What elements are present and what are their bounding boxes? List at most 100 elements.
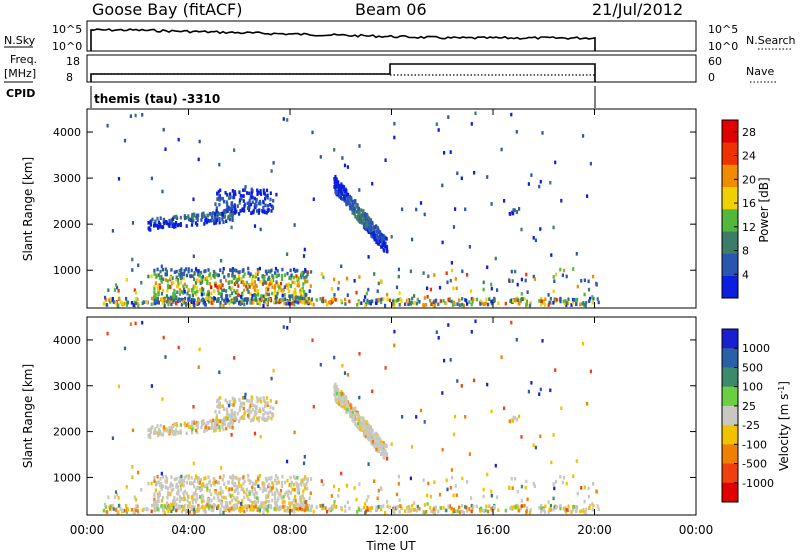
power-cell (490, 282, 493, 287)
power-cell (263, 280, 267, 284)
velocity-cell (441, 447, 444, 452)
power-cell (156, 287, 160, 292)
velocity-cell (251, 501, 254, 505)
velocity-cell (379, 437, 382, 442)
velocity-cell (255, 481, 258, 486)
power-cell (224, 211, 227, 215)
power-cell (595, 282, 598, 287)
velocity-cell (233, 503, 236, 508)
power-cell (274, 266, 278, 271)
power-cell (211, 298, 214, 303)
velocity-cell (360, 415, 363, 420)
velocity-cell (385, 453, 389, 457)
cpid-label: CPID (6, 87, 35, 100)
power-cell (510, 269, 513, 274)
velocity-cell (329, 506, 332, 511)
velocity-cell (164, 504, 167, 509)
power-cell (552, 225, 555, 230)
power-cell (585, 300, 588, 305)
velocity-cell (595, 490, 598, 494)
power-cell (487, 302, 490, 307)
power-cell (129, 114, 132, 118)
velocity-cell (344, 509, 347, 513)
power-cell (199, 281, 202, 285)
velocity-cell (589, 503, 592, 508)
power-cell (170, 268, 173, 272)
power-cell (342, 194, 346, 199)
power-cell (357, 214, 360, 219)
beam-title: Beam 06 (355, 0, 427, 19)
power-cell (270, 268, 273, 273)
velocity-cell (304, 475, 307, 479)
velocity-cell (200, 483, 203, 487)
power-cell (134, 113, 137, 118)
velocity-cell (211, 505, 214, 510)
power-cell (456, 302, 459, 306)
power-cell (300, 275, 303, 280)
velocity-cell (293, 475, 296, 479)
velocity-cell (582, 341, 585, 346)
power-cell (239, 194, 242, 198)
velocity-cell (265, 507, 268, 512)
power-cell (364, 295, 367, 299)
velocity-cell (202, 508, 205, 512)
power-cell (494, 256, 497, 261)
power-cell (203, 300, 206, 305)
power-cell (150, 176, 153, 181)
velocity-cell (160, 504, 163, 508)
velocity-cell (203, 476, 206, 481)
power-cell (233, 190, 236, 194)
power-cell (226, 193, 229, 197)
velocity-cell (253, 431, 257, 436)
velocity-cell (322, 482, 325, 487)
power-cell (178, 292, 182, 296)
power-cell (280, 288, 283, 293)
power-ytick-tick-label: 1000 (53, 264, 81, 277)
velocity-cell (364, 420, 368, 425)
velocity-cell (275, 400, 278, 404)
power-cell (246, 201, 249, 206)
power-cell (185, 216, 188, 220)
power-cell (297, 283, 300, 288)
velocity-cell (179, 481, 182, 486)
power-colorbar-tick-label: 16 (742, 197, 756, 210)
time-tick-label: 16:00 (476, 523, 511, 537)
power-cell (549, 180, 552, 185)
velocity-cell (191, 500, 194, 505)
velocity-cell (333, 355, 336, 360)
power-cell (180, 275, 183, 280)
velocity-cell (222, 427, 225, 432)
velocity-cell (213, 496, 216, 500)
power-cell (191, 274, 195, 278)
power-cell (510, 112, 513, 117)
velocity-cell (375, 442, 378, 446)
power-cell (334, 190, 337, 194)
velocity-cell (233, 481, 236, 486)
power-cell (194, 267, 198, 271)
velocity-cell (149, 430, 152, 435)
power-cell (363, 298, 366, 303)
velocity-cell (106, 331, 109, 336)
velocity-cell (243, 504, 246, 509)
power-cell (141, 113, 144, 117)
power-cell (309, 284, 312, 288)
power-cell (183, 282, 186, 287)
power-cell (259, 201, 262, 206)
power-cell (381, 242, 384, 246)
velocity-cell (276, 476, 279, 480)
power-cell (353, 206, 356, 211)
velocity-cell (589, 369, 592, 374)
power-cell (218, 284, 221, 288)
power-cell (228, 217, 231, 222)
power-cell (238, 198, 242, 202)
power-cell (484, 301, 487, 306)
power-cell (227, 205, 230, 210)
power-cell (178, 272, 181, 277)
velocity-cell (458, 510, 461, 514)
velocity-cell (384, 510, 387, 515)
power-cell (242, 274, 245, 279)
power-cell (195, 292, 198, 297)
power-cell (286, 271, 289, 276)
velocity-cell (277, 480, 280, 485)
velocity-cell (157, 480, 160, 485)
